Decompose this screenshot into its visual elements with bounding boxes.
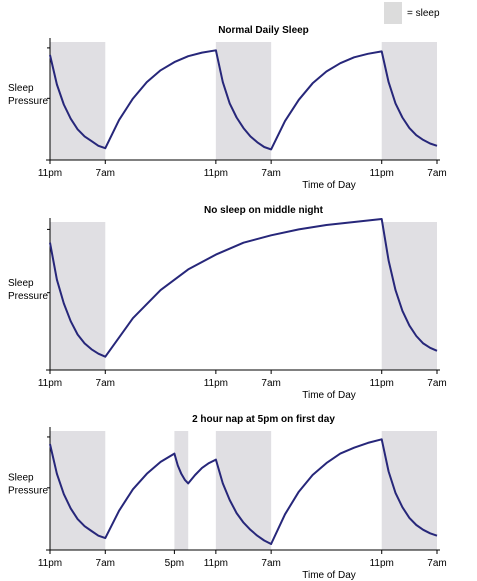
sleep-band-2	[215, 42, 272, 160]
sleep-pressure-line	[49, 49, 438, 151]
chart-title: Normal Daily Sleep	[218, 25, 309, 36]
legend-sleep-label: = sleep	[407, 8, 440, 19]
x-tick-label: 7am	[96, 168, 115, 179]
sleep-band-1	[50, 431, 106, 550]
x-tick-label: 11pm	[370, 168, 394, 179]
x-axis-label: Time of Day	[302, 390, 356, 401]
x-tick-label: 11pm	[38, 558, 62, 569]
x-tick-label: 11pm	[204, 558, 228, 569]
sleep-band-3	[215, 431, 272, 550]
x-tick-label: 7am	[96, 558, 115, 569]
x-tick-label: 7am	[261, 558, 280, 569]
x-tick-label: 7am	[261, 378, 280, 389]
x-axis-label: Time of Day	[302, 180, 356, 191]
x-tick-label: 7am	[427, 558, 446, 569]
x-tick-label: 11pm	[38, 168, 62, 179]
x-tick-label: 11pm	[204, 378, 228, 389]
sleep-band-3	[381, 42, 437, 160]
x-tick-label: 11pm	[370, 558, 394, 569]
x-tick-label: 11pm	[370, 378, 394, 389]
x-tick-label: 11pm	[38, 378, 62, 389]
chart-panel-3: 2 hour nap at 5pm on first day 11pm 7am 5pm…	[8, 414, 447, 581]
x-tick-label: 11pm	[204, 168, 228, 179]
legend: = sleep	[384, 2, 440, 24]
x-tick-label: 7am	[96, 378, 115, 389]
chart-title: 2 hour nap at 5pm on first day	[192, 414, 335, 425]
x-tick-label: 5pm	[165, 558, 184, 569]
x-axis-label: Time of Day	[302, 570, 356, 581]
sleep-band-2	[174, 431, 189, 550]
chart-panel-2: No sleep on middle night 11pm 7am 11pm 7am 11…	[8, 205, 447, 401]
chart-panel-1: Normal Daily Sleep 11pm 7am 11pm 7am 11pm 7am S…	[8, 25, 447, 191]
sleep-band-1	[50, 222, 106, 370]
chart-panels: Normal Daily Sleep 11pm 7am 11pm 7am 11pm 7am S…	[8, 25, 447, 581]
x-tick-label: 7am	[427, 168, 446, 179]
x-tick-label: 7am	[427, 378, 446, 389]
sleep-band-4	[381, 431, 437, 550]
y-axis-label: Sleep Pressure	[8, 278, 48, 302]
y-axis-label: Sleep Pressure	[8, 83, 48, 107]
x-tick-label: 7am	[261, 168, 280, 179]
legend-sleep-swatch	[384, 2, 402, 24]
sleep-pressure-line	[49, 438, 438, 545]
sleep-band-1	[50, 42, 106, 160]
sleep-pressure-line	[49, 218, 438, 358]
chart-title: No sleep on middle night	[204, 205, 324, 216]
y-axis-label: Sleep Pressure	[8, 473, 48, 497]
